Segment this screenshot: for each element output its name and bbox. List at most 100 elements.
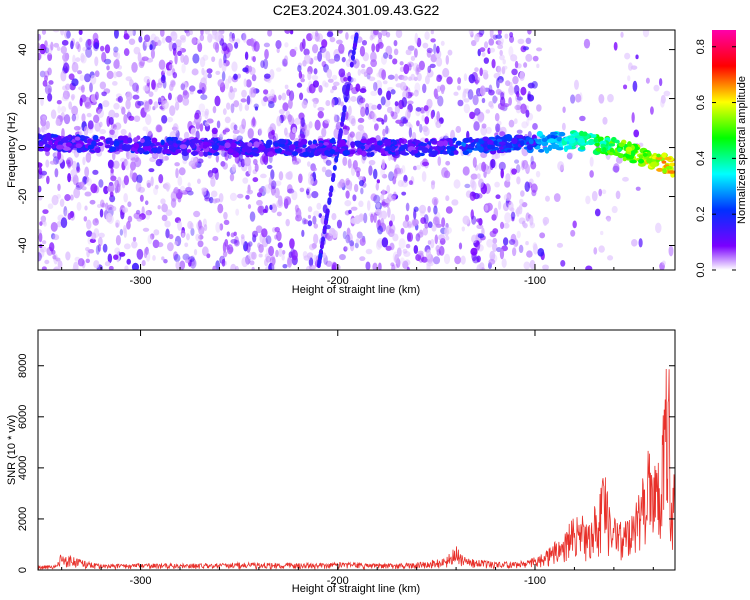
spectrogram-noise-cell bbox=[612, 165, 620, 173]
spectrogram-carrier-cell bbox=[234, 147, 241, 152]
spectrogram-noise-cell bbox=[253, 41, 260, 52]
spectrogram-noise-cell bbox=[78, 30, 83, 36]
spectrogram-noise-cell bbox=[67, 212, 72, 220]
spectrogram-noise-cell bbox=[356, 231, 363, 239]
spectrogram-noise-cell bbox=[160, 198, 166, 205]
spectrogram-noise-cell bbox=[344, 246, 349, 251]
spectrogram-noise-cell bbox=[102, 100, 110, 108]
spectrogram-carrier-cell bbox=[151, 147, 157, 153]
spectrogram-noise-cell bbox=[525, 163, 530, 175]
colorbar-tick-label: 0.2 bbox=[695, 207, 707, 222]
spectrogram-noise-cell bbox=[48, 80, 54, 85]
spectrogram-noise-cell bbox=[494, 181, 500, 188]
spectrogram-noise-cell bbox=[411, 218, 417, 227]
spectrogram-noise-cell bbox=[218, 192, 224, 203]
spectrogram-noise-cell bbox=[392, 233, 399, 242]
spectrogram-noise-cell bbox=[658, 78, 663, 87]
spectrogram-noise-cell bbox=[455, 125, 462, 133]
spectrogram-data bbox=[38, 30, 675, 270]
spectrogram-noise-cell bbox=[168, 40, 174, 52]
spectrogram-carrier-cell bbox=[160, 139, 165, 146]
spectrogram-noise-cell bbox=[41, 30, 47, 35]
spectrogram-noise-cell bbox=[199, 34, 205, 42]
spectrogram-noise-cell bbox=[104, 44, 111, 54]
spectrogram-noise-cell bbox=[79, 97, 83, 107]
spectrogram-noise-cell bbox=[375, 239, 382, 251]
spectrogram-noise-cell bbox=[72, 264, 79, 270]
spectrogram-noise-cell bbox=[363, 212, 368, 224]
spectrogram-noise-cell bbox=[443, 253, 451, 265]
spectrogram-noise-cell bbox=[78, 181, 85, 188]
spectrogram-noise-cell bbox=[218, 58, 223, 69]
spectrogram-carrier-cell bbox=[65, 142, 72, 147]
spectrogram-noise-cell bbox=[402, 260, 409, 270]
spectrogram-noise-cell bbox=[265, 235, 272, 245]
spectrogram-carrier-cell bbox=[179, 144, 188, 150]
spectrogram-noise-cell bbox=[404, 259, 411, 266]
spectrogram-noise-cell bbox=[360, 106, 366, 118]
spectrogram-noise-cell bbox=[331, 98, 335, 108]
spectrogram-noise-cell bbox=[377, 32, 383, 40]
spectrogram-noise-cell bbox=[313, 254, 318, 263]
spectrogram-noise-cell bbox=[266, 164, 273, 169]
spectrogram-noise-cell bbox=[520, 103, 527, 115]
spectrogram-noise-cell bbox=[422, 42, 429, 49]
spectrogram-y-axis-label: Frequency (Hz) bbox=[6, 112, 18, 188]
spectrogram-noise-cell bbox=[500, 91, 505, 101]
spectrogram-noise-cell bbox=[240, 236, 246, 246]
spectrogram-noise-cell bbox=[119, 252, 126, 257]
spectrogram-noise-cell bbox=[539, 232, 546, 239]
spectrogram-noise-cell bbox=[69, 194, 74, 201]
spectrogram-noise-cell bbox=[372, 262, 378, 270]
spectrogram-noise-cell bbox=[593, 247, 598, 255]
spectrogram-noise-cell bbox=[661, 260, 666, 266]
spectrogram-noise-cell bbox=[170, 80, 176, 86]
spectrogram-noise-cell bbox=[38, 232, 43, 243]
spectrogram-noise-cell bbox=[38, 127, 41, 134]
spectrogram-noise-cell bbox=[85, 152, 92, 163]
spectrogram-noise-cell bbox=[141, 260, 146, 267]
spectrogram-noise-cell bbox=[177, 176, 183, 187]
spectrogram-noise-cell bbox=[187, 182, 191, 188]
spectrogram-noise-cell bbox=[70, 168, 78, 177]
spectrogram-noise-cell bbox=[635, 186, 641, 191]
spectrogram-carrier-cell bbox=[360, 150, 367, 157]
spectrogram-carrier-cell bbox=[538, 148, 545, 153]
spectrogram-noise-cell bbox=[438, 117, 444, 124]
spectrogram-noise-cell bbox=[521, 121, 528, 129]
spectrogram-carrier-cell bbox=[356, 148, 363, 155]
spectrogram-carrier-cell bbox=[384, 146, 391, 152]
spectrogram-streak-cell bbox=[341, 114, 346, 121]
spectrogram-noise-cell bbox=[76, 162, 80, 172]
spectrogram-noise-cell bbox=[233, 231, 237, 237]
spectrogram-noise-cell bbox=[373, 212, 377, 224]
spectrogram-x-tick-label: -300 bbox=[130, 275, 152, 287]
spectrogram-noise-cell bbox=[229, 85, 234, 93]
spectrogram-y-tick-label: -20 bbox=[17, 189, 29, 205]
spectrogram-noise-cell bbox=[99, 128, 107, 135]
spectrogram-noise-cell bbox=[598, 245, 605, 253]
spectrogram-noise-cell bbox=[504, 179, 511, 188]
spectrogram-noise-cell bbox=[326, 31, 334, 38]
spectrogram-noise-cell bbox=[377, 225, 383, 235]
spectrogram-carrier-cell bbox=[667, 170, 675, 174]
spectrogram-carrier-cell bbox=[50, 134, 59, 138]
spectrogram-noise-cell bbox=[385, 245, 392, 251]
spectrogram-carrier-cell bbox=[622, 156, 627, 162]
spectrogram-noise-cell bbox=[183, 55, 189, 66]
spectrogram-noise-cell bbox=[156, 242, 164, 248]
spectrogram-noise-cell bbox=[98, 232, 105, 238]
spectrogram-noise-cell bbox=[349, 131, 355, 138]
spectrogram-noise-cell bbox=[521, 159, 529, 170]
spectrogram-carrier-cell bbox=[665, 165, 673, 170]
spectrogram-noise-cell bbox=[251, 251, 257, 260]
spectrogram-noise-cell bbox=[380, 210, 388, 220]
spectrogram-noise-cell bbox=[269, 204, 273, 211]
spectrogram-noise-cell bbox=[263, 96, 269, 102]
spectrogram-carrier-cell bbox=[329, 138, 336, 144]
spectrogram-carrier-cell bbox=[247, 142, 253, 147]
spectrogram-noise-cell bbox=[214, 95, 221, 107]
spectrogram-noise-cell bbox=[233, 124, 238, 131]
spectrogram-noise-cell bbox=[598, 93, 605, 104]
spectrogram-noise-cell bbox=[38, 252, 42, 262]
